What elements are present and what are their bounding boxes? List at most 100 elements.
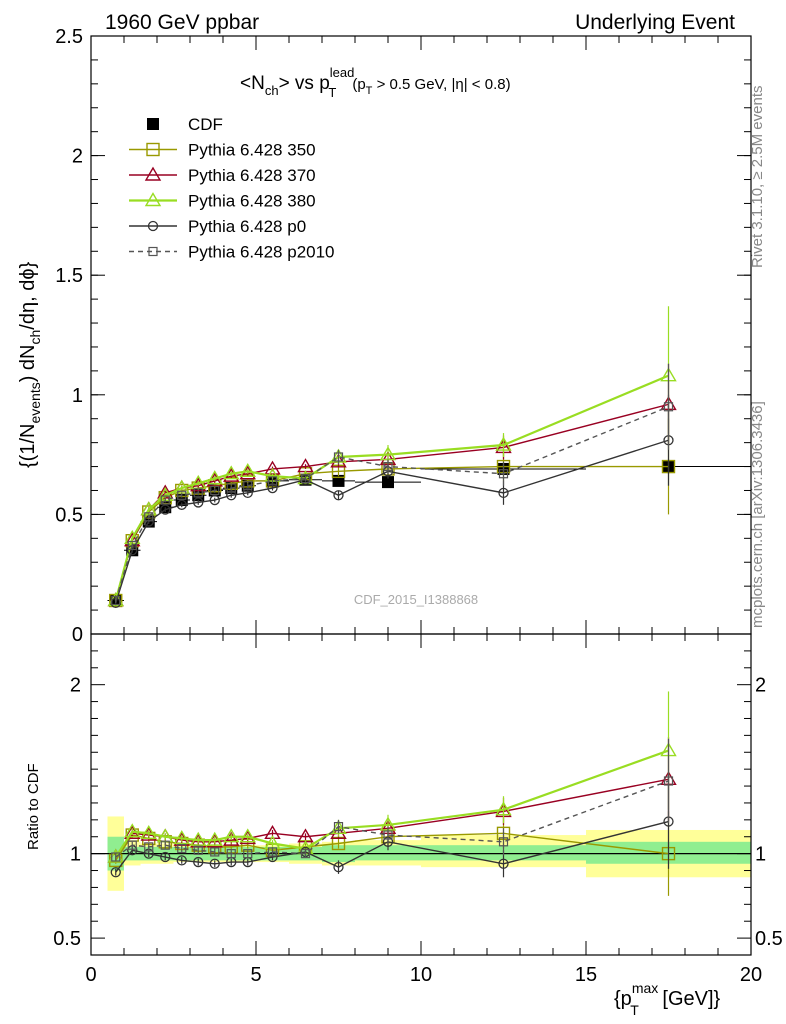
xtick-label: 10 (410, 964, 432, 986)
ratio-point (190, 831, 207, 846)
main-point (333, 452, 344, 462)
legend-label: CDF (188, 115, 223, 134)
ratio-point (498, 858, 509, 869)
ratio-point (383, 830, 393, 840)
main-point (177, 490, 187, 500)
main-point (267, 482, 278, 494)
main-point (111, 595, 121, 606)
ratio-ytick-label: 0.5 (53, 928, 81, 950)
main-point (193, 497, 204, 508)
header-left: 1960 GeV ppbar (105, 11, 259, 34)
main-point (223, 465, 240, 480)
ratio-point (495, 801, 512, 816)
legend-label: Pythia 6.428 380 (188, 192, 316, 211)
ratio-series (110, 774, 674, 878)
main-point (267, 476, 278, 486)
main-ytick-label: 0 (72, 624, 83, 646)
ratio-point (173, 830, 190, 845)
legend-label: Pythia 6.428 370 (188, 166, 316, 185)
ratio-bands (91, 816, 751, 891)
ratio-series (111, 738, 674, 862)
main-point (176, 499, 187, 510)
main-point (382, 476, 394, 489)
main-point (239, 462, 256, 478)
main-point (226, 490, 237, 501)
ratio-point (110, 867, 121, 878)
ratio-point (498, 837, 509, 847)
main-point (498, 469, 509, 479)
main-point (226, 483, 236, 493)
legend-marker (144, 166, 162, 181)
main-ytick-label: 0.5 (55, 504, 83, 526)
main-ytick-label: 2 (72, 146, 83, 168)
main-series-layer (107, 306, 751, 609)
legend-marker (147, 118, 159, 130)
legend-label: Pythia 6.428 350 (188, 141, 316, 160)
ratio-plot-frame (90, 633, 752, 956)
xlabel: {pmax T [GeV]} (614, 980, 721, 1018)
legend-label: Pythia 6.428 p2010 (188, 243, 335, 262)
ratio-point (226, 849, 236, 859)
axes-layer: 00.511.522.50.5 0.51 12 20 5 10 15 20 (53, 26, 783, 986)
legend: CDF Pythia 6.428 350 Pythia 6.428 370 Pythi… (129, 115, 335, 262)
main-point (300, 473, 311, 484)
ratio-point (111, 852, 121, 862)
main-point (498, 487, 509, 499)
main-point (383, 461, 393, 472)
ratio-ytick-label-right: 0.5 (755, 928, 783, 950)
ratio-ytick-label-right: 2 (755, 675, 766, 697)
xtick-label: 5 (250, 964, 261, 986)
main-ytick-label: 1.5 (55, 265, 83, 287)
ratio-ytick-label: 2 (70, 675, 81, 697)
main-point (160, 504, 171, 515)
ratio-point (193, 845, 203, 855)
main-ytick-label: 1 (72, 385, 83, 407)
ratio-point (193, 856, 204, 868)
main-point (495, 436, 512, 451)
main-point (127, 540, 137, 551)
ratio-point (160, 851, 171, 863)
main-point (333, 490, 344, 501)
ratio-point (124, 823, 141, 838)
ratio-point (160, 840, 170, 850)
main-point (144, 512, 154, 522)
ratio-point (663, 776, 674, 786)
main-ylabel: {(1/Nevents) dNch/dη, dϕ} (17, 261, 43, 468)
ratio-point (209, 858, 220, 869)
legend-marker (147, 220, 159, 232)
main-series (109, 418, 676, 608)
ratio-ytick-label-right: 1 (755, 844, 766, 866)
main-point (663, 402, 674, 412)
ratio-point (140, 824, 157, 840)
ratio-point (300, 849, 311, 859)
xtick-label: 0 (85, 964, 96, 986)
legend-label: Pythia 6.428 p0 (188, 217, 306, 236)
watermark: CDF_2015_I1388868 (354, 592, 478, 607)
xtick-label: 20 (740, 964, 762, 986)
header-right: Underlying Event (575, 11, 735, 34)
ratio-point (127, 840, 137, 850)
ratio-point (239, 828, 256, 843)
main-point (210, 485, 220, 496)
rivet-label: Rivet 3.1.10, ≥ 2.5M events (749, 86, 766, 269)
ratio-point (210, 847, 220, 857)
ratio-point (330, 824, 347, 840)
main-series (107, 306, 677, 607)
main-point (243, 481, 253, 491)
main-point (206, 470, 223, 485)
ratio-point (264, 824, 281, 840)
ratio-point (223, 831, 240, 846)
ratio-series-layer (107, 691, 677, 896)
legend-marker (148, 246, 158, 257)
ratio-point (223, 828, 240, 843)
ratio-point (144, 842, 154, 852)
ratio-ylabel: Ratio to CDF (25, 763, 42, 850)
legend-marker (146, 142, 160, 157)
ratio-point (333, 861, 344, 873)
main-point (209, 494, 220, 506)
main-series (111, 363, 674, 606)
ratio-ytick-label: 1 (70, 844, 81, 866)
xtick-label: 15 (575, 964, 597, 986)
main-point (193, 488, 203, 498)
